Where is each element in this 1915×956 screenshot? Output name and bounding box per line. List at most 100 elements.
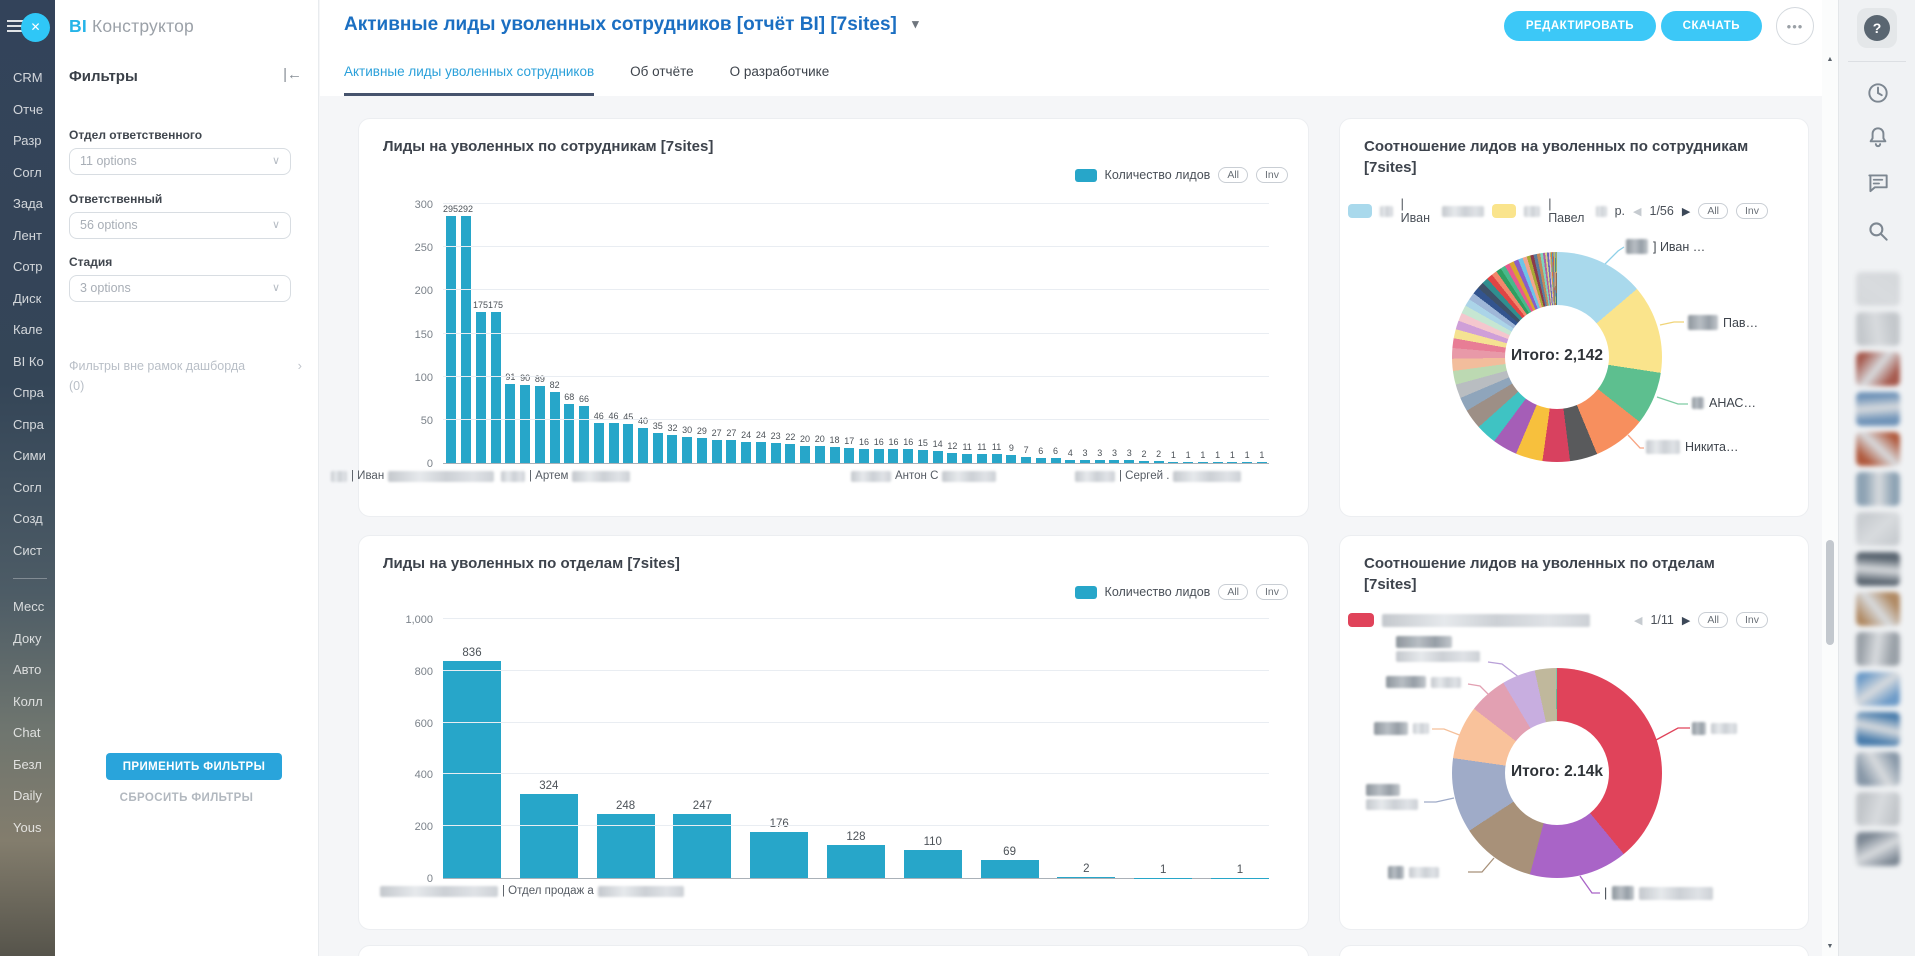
bar: 14 bbox=[930, 204, 945, 463]
chat-icon[interactable] bbox=[1865, 170, 1891, 196]
search-icon[interactable] bbox=[1865, 218, 1891, 244]
bar-value-label: 175 bbox=[472, 299, 489, 310]
sidebar-item[interactable]: Созд bbox=[13, 511, 43, 526]
bar: 6 bbox=[1048, 204, 1063, 463]
sidebar-item[interactable]: Безл bbox=[13, 756, 42, 772]
bar-value-label: 2 bbox=[1156, 449, 1162, 460]
close-icon[interactable]: ✕ bbox=[21, 13, 50, 42]
avatar[interactable] bbox=[1856, 352, 1900, 386]
more-actions-button[interactable]: ••• bbox=[1776, 7, 1814, 45]
collapse-panel-icon[interactable]: |← bbox=[283, 66, 302, 83]
download-button[interactable]: СКАЧАТЬ bbox=[1660, 11, 1762, 41]
edit-button[interactable]: РЕДАКТИРОВАТЬ bbox=[1503, 11, 1656, 41]
bar-rect bbox=[652, 432, 663, 463]
sidebar-item[interactable]: CRM bbox=[13, 70, 43, 85]
sidebar-item[interactable]: Сист bbox=[13, 542, 43, 558]
bar-value-label: 175 bbox=[487, 299, 504, 310]
callout-label: АНАС… bbox=[1709, 396, 1756, 410]
hamburger-icon[interactable] bbox=[7, 20, 23, 32]
filter-select-responsible[interactable]: 56 options ∨ bbox=[69, 212, 291, 239]
legend-all-pill[interactable]: All bbox=[1218, 584, 1248, 600]
sidebar-item[interactable]: Спра bbox=[13, 385, 44, 400]
filter-select-stage[interactable]: 3 options ∨ bbox=[69, 275, 291, 302]
pager-next-icon[interactable]: ▶ bbox=[1681, 205, 1691, 218]
sidebar-item[interactable]: Авто bbox=[13, 662, 42, 677]
avatar[interactable] bbox=[1856, 792, 1900, 826]
sidebar-item[interactable]: Разр bbox=[13, 133, 42, 148]
bar-rect bbox=[991, 453, 1002, 463]
bar-value-label: 2 bbox=[1083, 863, 1090, 876]
avatar[interactable] bbox=[1856, 552, 1900, 586]
bar-value-label: 18 bbox=[829, 435, 840, 446]
bar-rect bbox=[888, 449, 899, 463]
sidebar-item[interactable]: Отче bbox=[13, 101, 44, 117]
bar: 2 bbox=[1137, 204, 1152, 463]
chevron-right-icon[interactable]: › bbox=[297, 358, 302, 373]
bar: 2 bbox=[1057, 619, 1116, 878]
avatar[interactable] bbox=[1856, 312, 1900, 346]
pager-prev-icon[interactable]: ◀ bbox=[1633, 205, 1642, 218]
avatar[interactable] bbox=[1856, 752, 1900, 786]
sidebar-item[interactable]: BI Ко bbox=[13, 353, 44, 369]
avatar[interactable] bbox=[1856, 272, 1900, 306]
tab-about-developer[interactable]: О разработчике bbox=[729, 64, 830, 79]
sidebar-item[interactable]: Диск bbox=[13, 290, 42, 306]
history-icon[interactable] bbox=[1865, 80, 1891, 106]
tab-about-report[interactable]: Об отчёте bbox=[630, 64, 694, 79]
scrollbar-thumb[interactable] bbox=[1826, 540, 1834, 645]
avatar[interactable] bbox=[1856, 632, 1900, 666]
gridline bbox=[443, 203, 1269, 204]
avatar[interactable] bbox=[1856, 392, 1900, 426]
chart-title: Соотношение лидов на уволенных по сотруд… bbox=[1364, 138, 1749, 176]
sidebar-item[interactable]: Кале bbox=[13, 322, 43, 337]
scroll-down-icon[interactable]: ▼ bbox=[1826, 943, 1834, 950]
sidebar-item[interactable]: Сими bbox=[13, 448, 46, 463]
bar-value-label: 24 bbox=[741, 430, 752, 441]
sidebar-item[interactable]: Согл bbox=[13, 164, 42, 180]
bar: 68 bbox=[562, 204, 577, 463]
sidebar-item[interactable]: Доку bbox=[13, 630, 42, 646]
avatar[interactable] bbox=[1856, 472, 1900, 506]
legend-inv-pill[interactable]: Inv bbox=[1255, 584, 1288, 600]
question-icon: ? bbox=[1864, 15, 1890, 41]
sidebar-item[interactable]: Колл bbox=[13, 693, 43, 709]
avatar[interactable] bbox=[1856, 712, 1900, 746]
avatar[interactable] bbox=[1856, 832, 1900, 866]
sidebar-item[interactable]: Daily bbox=[13, 788, 42, 803]
filters-outside-dashboard[interactable]: Фильтры вне рамок дашборда (0) bbox=[69, 356, 284, 396]
bar: 89 bbox=[532, 204, 547, 463]
bar: 45 bbox=[621, 204, 636, 463]
avatar[interactable] bbox=[1856, 592, 1900, 626]
apply-filters-button[interactable]: ПРИМЕНИТЬ ФИЛЬТРЫ bbox=[106, 753, 282, 780]
bar-value-label: 11 bbox=[962, 441, 972, 452]
legend-inv-pill[interactable]: Inv bbox=[1735, 203, 1768, 219]
legend-inv-pill[interactable]: Inv bbox=[1255, 167, 1288, 183]
sidebar-item[interactable]: Сотр bbox=[13, 259, 43, 274]
title-dropdown-icon[interactable]: ▾ bbox=[912, 16, 919, 31]
avatar[interactable] bbox=[1856, 432, 1900, 466]
sidebar-item[interactable]: Chat bbox=[13, 725, 41, 740]
legend-inv-pill[interactable]: Inv bbox=[1735, 612, 1768, 628]
bar-rect bbox=[962, 453, 973, 463]
reset-filters-button[interactable]: СБРОСИТЬ ФИЛЬТРЫ bbox=[119, 792, 254, 804]
bell-icon[interactable] bbox=[1865, 124, 1891, 150]
sidebar-item[interactable]: Согл bbox=[13, 479, 42, 495]
tab-active-leads[interactable]: Активные лиды уволенных сотрудников bbox=[344, 64, 595, 96]
pager-prev-icon[interactable]: ◀ bbox=[1633, 614, 1643, 627]
help-button[interactable]: ? bbox=[1857, 8, 1897, 48]
avatar[interactable] bbox=[1856, 672, 1900, 706]
legend-all-pill[interactable]: All bbox=[1698, 612, 1728, 628]
bar-rect bbox=[917, 450, 928, 463]
sidebar-item[interactable]: Спра bbox=[13, 416, 44, 432]
scroll-up-icon[interactable]: ▲ bbox=[1826, 56, 1834, 63]
sidebar-item[interactable]: Месс bbox=[13, 599, 45, 614]
sidebar-item[interactable]: Зада bbox=[13, 196, 43, 211]
sidebar-item[interactable]: Лент bbox=[13, 227, 42, 243]
legend-all-pill[interactable]: All bbox=[1698, 203, 1728, 219]
pager-next-icon[interactable]: ▶ bbox=[1681, 614, 1691, 627]
legend-swatch bbox=[1491, 204, 1516, 218]
sidebar-item[interactable]: Yous bbox=[13, 819, 42, 835]
avatar[interactable] bbox=[1856, 512, 1900, 546]
filter-select-department[interactable]: 11 options ∨ bbox=[69, 148, 291, 175]
legend-all-pill[interactable]: All bbox=[1218, 167, 1248, 183]
